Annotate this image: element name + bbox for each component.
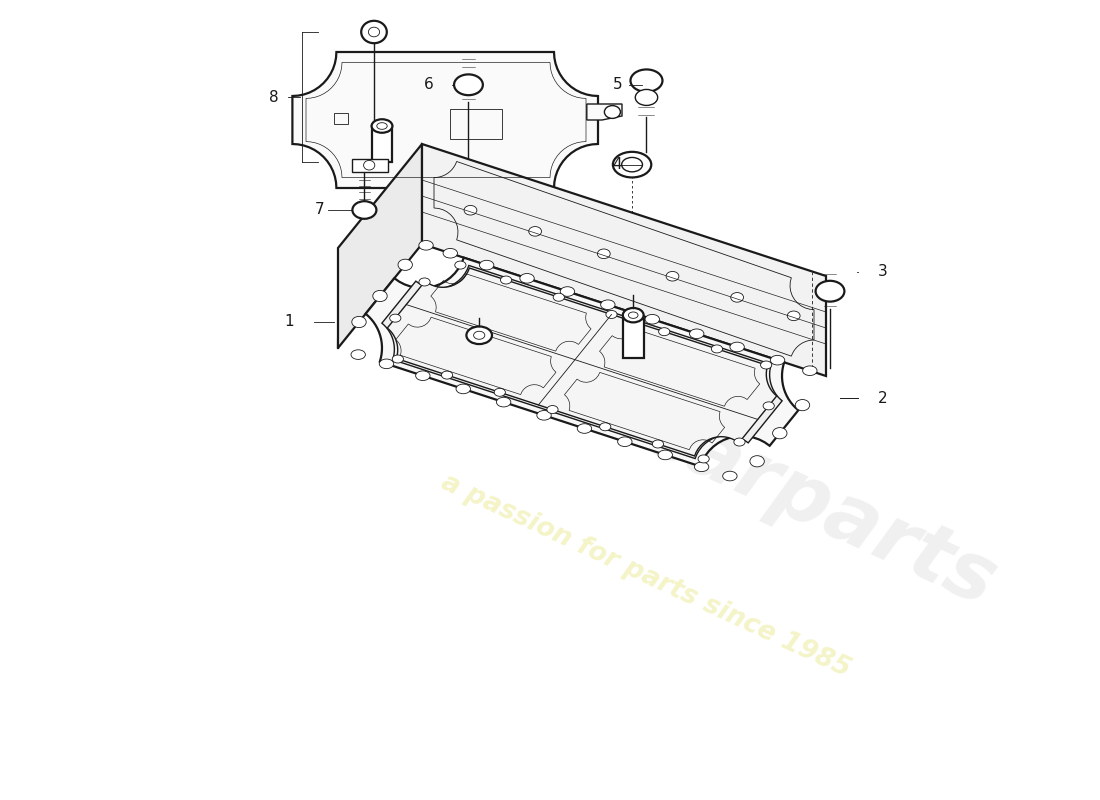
Ellipse shape — [351, 350, 365, 359]
Ellipse shape — [441, 371, 452, 379]
Ellipse shape — [456, 384, 471, 394]
Ellipse shape — [734, 438, 745, 446]
Ellipse shape — [770, 355, 784, 365]
Ellipse shape — [578, 424, 592, 434]
Ellipse shape — [480, 260, 494, 270]
Ellipse shape — [730, 342, 745, 352]
Polygon shape — [382, 266, 782, 458]
Ellipse shape — [466, 326, 492, 344]
Bar — [352, 158, 388, 172]
Ellipse shape — [658, 450, 672, 460]
Ellipse shape — [597, 249, 611, 258]
Ellipse shape — [760, 361, 772, 369]
Ellipse shape — [361, 21, 387, 43]
Ellipse shape — [606, 310, 617, 318]
Ellipse shape — [694, 462, 708, 472]
Ellipse shape — [454, 261, 466, 269]
Ellipse shape — [659, 328, 670, 336]
Ellipse shape — [496, 398, 510, 407]
Ellipse shape — [419, 241, 433, 250]
Text: 7: 7 — [315, 202, 324, 218]
Ellipse shape — [393, 355, 404, 363]
Ellipse shape — [464, 206, 477, 215]
Ellipse shape — [398, 259, 412, 270]
Ellipse shape — [617, 437, 632, 446]
Polygon shape — [586, 104, 622, 120]
Text: 1: 1 — [285, 314, 294, 329]
Ellipse shape — [520, 274, 535, 283]
Ellipse shape — [547, 406, 558, 414]
Ellipse shape — [795, 399, 810, 410]
Ellipse shape — [352, 317, 366, 328]
Ellipse shape — [500, 276, 512, 284]
Ellipse shape — [652, 440, 663, 448]
Ellipse shape — [537, 410, 551, 420]
Text: eurocarparts: eurocarparts — [443, 305, 1009, 623]
Bar — [450, 109, 502, 139]
Ellipse shape — [772, 427, 786, 438]
Text: 4: 4 — [613, 157, 621, 172]
Ellipse shape — [723, 471, 737, 481]
Ellipse shape — [690, 329, 704, 338]
Ellipse shape — [389, 314, 400, 322]
Text: 5: 5 — [613, 77, 621, 92]
Ellipse shape — [364, 161, 375, 170]
Polygon shape — [365, 258, 799, 466]
Ellipse shape — [529, 226, 541, 236]
Bar — [334, 113, 349, 124]
Ellipse shape — [419, 278, 430, 286]
Ellipse shape — [763, 402, 774, 410]
Ellipse shape — [352, 202, 376, 218]
Ellipse shape — [712, 345, 723, 353]
Ellipse shape — [803, 366, 817, 375]
Ellipse shape — [750, 456, 764, 467]
Bar — [372, 126, 393, 162]
Ellipse shape — [645, 314, 660, 324]
Polygon shape — [387, 268, 777, 456]
Text: 8: 8 — [270, 90, 278, 105]
Ellipse shape — [630, 70, 662, 92]
Ellipse shape — [623, 308, 643, 322]
Ellipse shape — [454, 74, 483, 95]
Ellipse shape — [815, 281, 845, 302]
Ellipse shape — [788, 311, 800, 321]
Ellipse shape — [667, 271, 679, 281]
Ellipse shape — [730, 293, 744, 302]
Ellipse shape — [636, 90, 658, 106]
Ellipse shape — [373, 290, 387, 302]
Ellipse shape — [443, 249, 458, 258]
Ellipse shape — [416, 371, 430, 381]
Ellipse shape — [604, 106, 620, 118]
Polygon shape — [293, 52, 598, 188]
Text: 2: 2 — [878, 391, 888, 406]
Text: a passion for parts since 1985: a passion for parts since 1985 — [438, 470, 855, 682]
Ellipse shape — [698, 455, 710, 463]
Text: 6: 6 — [425, 78, 435, 92]
Ellipse shape — [553, 294, 564, 302]
Ellipse shape — [601, 300, 615, 310]
Bar — [623, 319, 643, 358]
Polygon shape — [422, 144, 826, 376]
Ellipse shape — [372, 119, 393, 133]
Text: 3: 3 — [878, 265, 888, 279]
Ellipse shape — [600, 422, 610, 430]
Ellipse shape — [560, 286, 574, 296]
Polygon shape — [338, 144, 422, 348]
Ellipse shape — [379, 359, 394, 369]
Ellipse shape — [613, 152, 651, 178]
Ellipse shape — [494, 388, 505, 396]
